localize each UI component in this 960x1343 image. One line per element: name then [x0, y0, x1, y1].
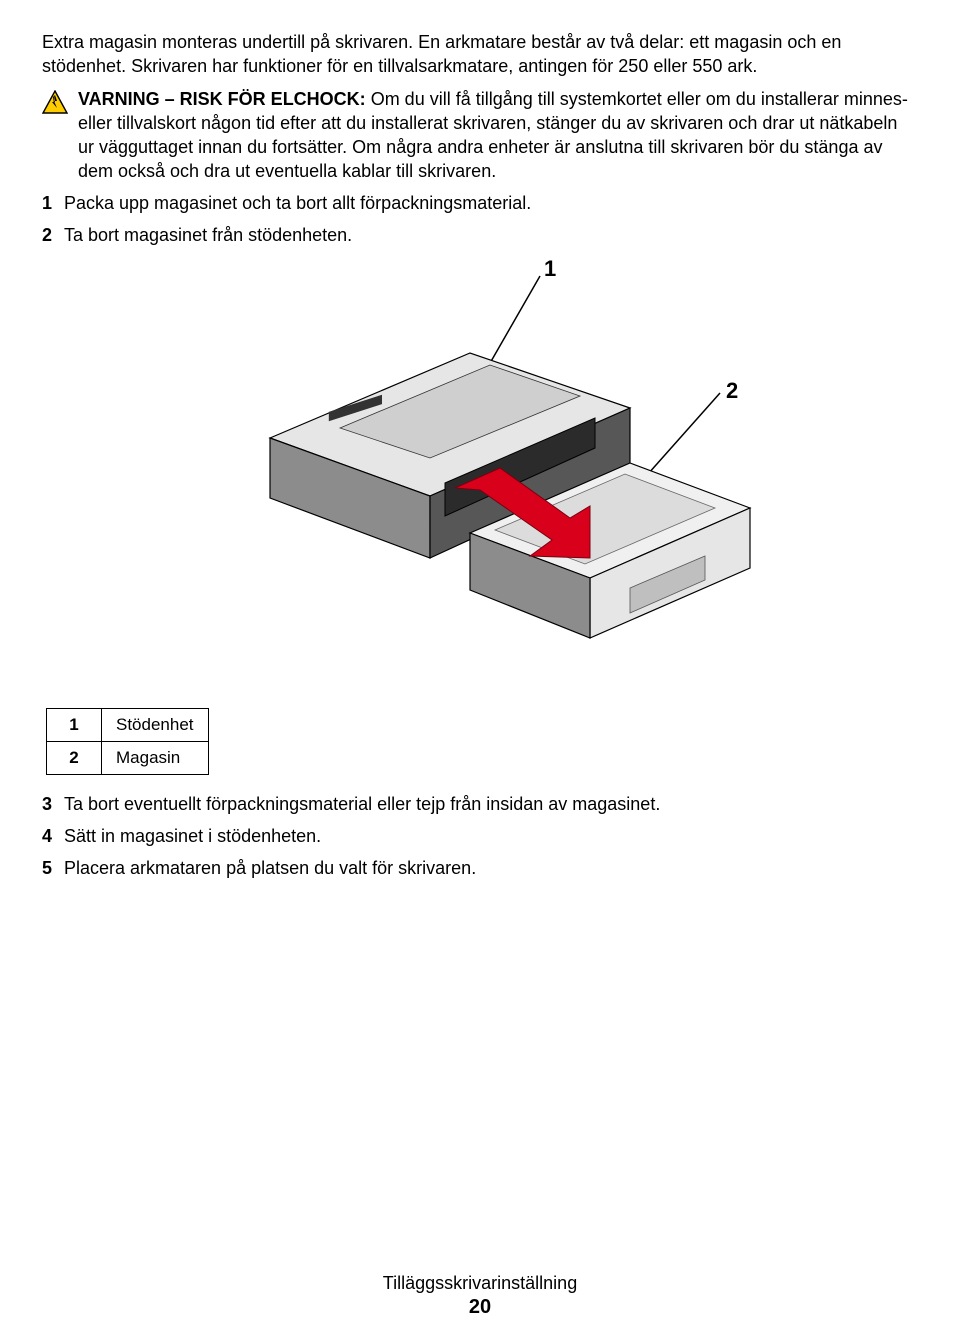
- steps-list-top: Packa upp magasinet och ta bort allt för…: [42, 190, 918, 248]
- step-1: Packa upp magasinet och ta bort allt för…: [42, 190, 918, 216]
- step-4: Sätt in magasinet i stödenheten.: [42, 823, 918, 849]
- legend-table: 1 Stödenhet 2 Magasin: [46, 708, 209, 775]
- step-5: Placera arkmataren på platsen du valt fö…: [42, 855, 918, 881]
- steps-list-bottom: Ta bort eventuellt förpackningsmaterial …: [42, 791, 918, 881]
- step-2: Ta bort magasinet från stödenheten.: [42, 222, 918, 248]
- warning-block: VARNING – RISK FÖR ELCHOCK: Om du vill f…: [42, 87, 918, 184]
- page-footer: Tilläggsskrivarinställning 20: [0, 1273, 960, 1319]
- intro-paragraph: Extra magasin monteras undertill på skri…: [42, 30, 918, 79]
- table-row: 2 Magasin: [47, 741, 209, 774]
- legend-2-label: Magasin: [102, 741, 209, 774]
- footer-page-number: 20: [0, 1296, 960, 1319]
- warning-title: VARNING – RISK FÖR ELCHOCK:: [78, 89, 366, 109]
- table-row: 1 Stödenhet: [47, 708, 209, 741]
- legend-2-num: 2: [47, 741, 102, 774]
- step-3: Ta bort eventuellt förpackningsmaterial …: [42, 791, 918, 817]
- callout-2: 2: [726, 378, 738, 403]
- warning-triangle-icon: [42, 90, 68, 119]
- figure: 1 2: [42, 258, 918, 678]
- warning-text: VARNING – RISK FÖR ELCHOCK: Om du vill f…: [78, 87, 918, 184]
- legend-1-num: 1: [47, 708, 102, 741]
- legend-1-label: Stödenhet: [102, 708, 209, 741]
- footer-section-title: Tilläggsskrivarinställning: [0, 1273, 960, 1294]
- callout-1: 1: [544, 258, 556, 281]
